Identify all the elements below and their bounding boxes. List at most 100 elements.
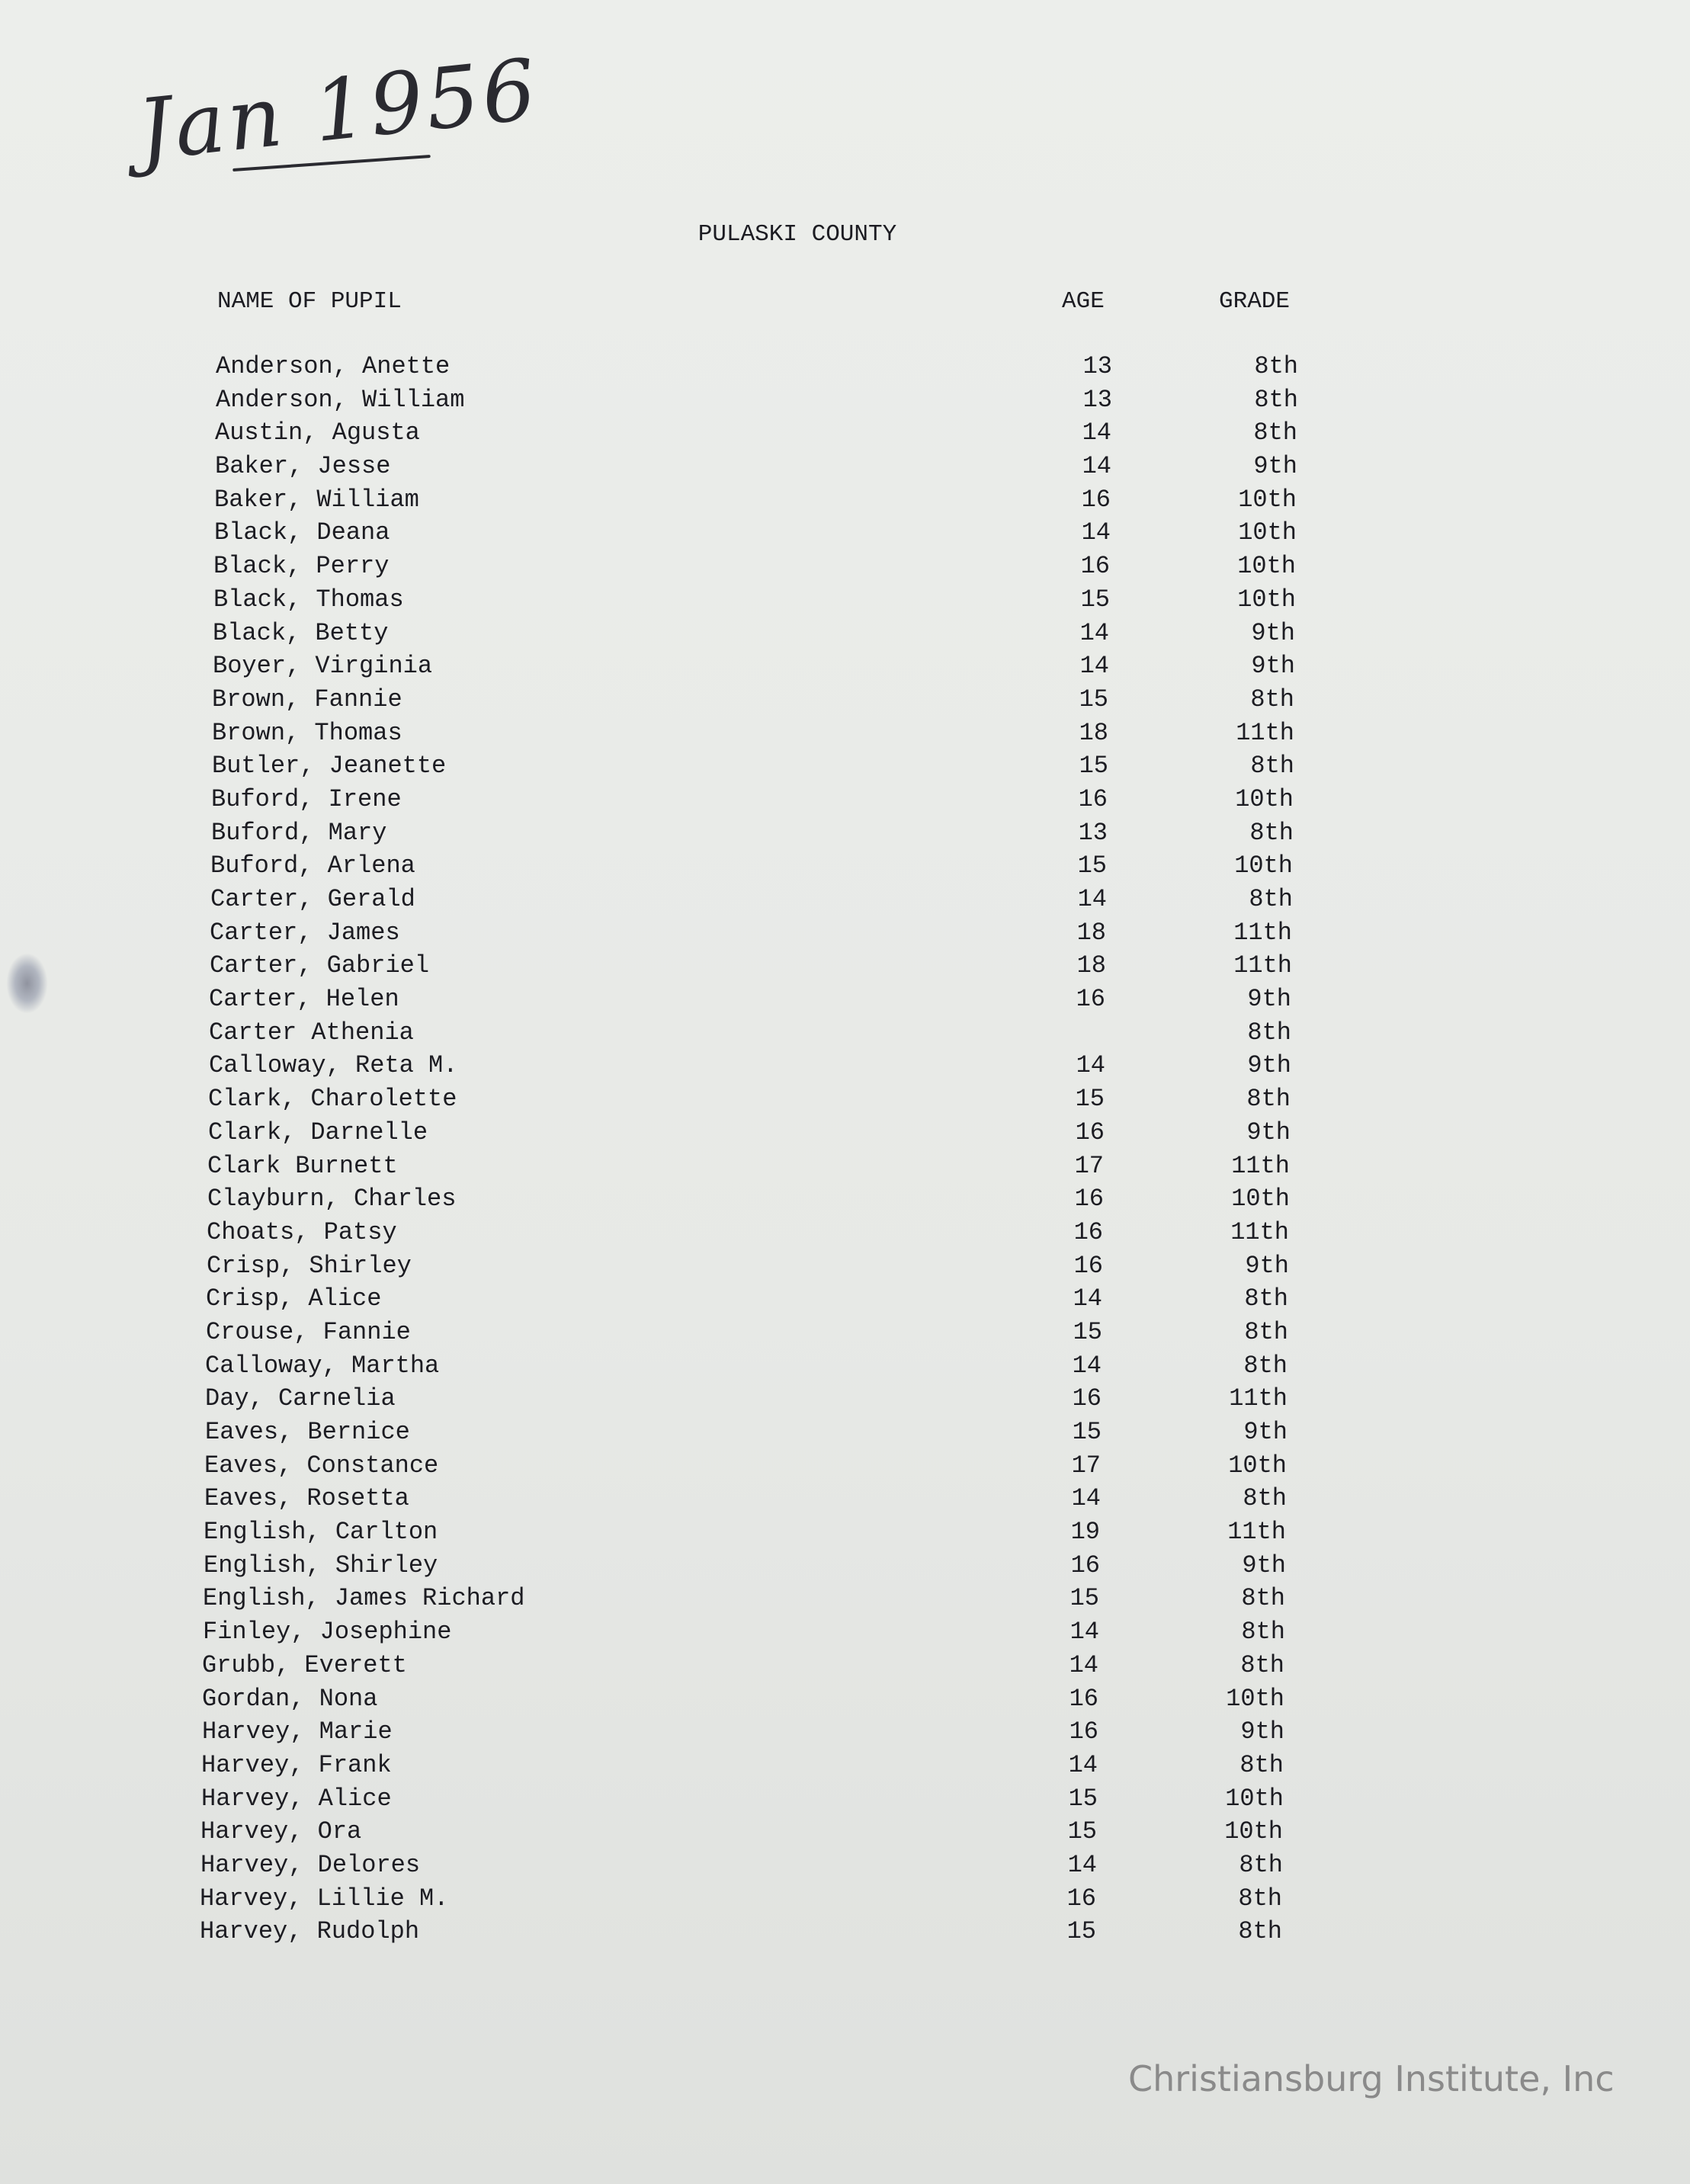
pupil-name: English, Carlton	[204, 1518, 438, 1547]
pupil-age: 16	[1074, 1185, 1104, 1214]
pupil-name: Crisp, Shirley	[207, 1251, 412, 1280]
pupil-name: Day, Carnelia	[205, 1384, 396, 1413]
table-row: Baker, William 16 10th	[0, 486, 1690, 519]
table-row: Eaves, Constance 17 10th	[0, 1451, 1690, 1485]
pupil-grade: 9th	[1246, 1118, 1291, 1147]
pupil-name: Gordan, Nona	[202, 1684, 378, 1713]
pupil-name: Clark, Charolette	[208, 1085, 457, 1114]
pupil-grade: 10th	[1237, 552, 1296, 581]
pupil-name: Butler, Jeanette	[212, 752, 447, 781]
table-row: English, Shirley 16 9th	[0, 1551, 1690, 1585]
pupil-name: Crouse, Fannie	[206, 1317, 411, 1346]
pupil-age: 14	[1069, 1650, 1098, 1679]
table-row: Gordan, Nona 16 10th	[0, 1685, 1690, 1718]
pupil-grade: 9th	[1245, 1251, 1289, 1280]
table-row: Austin, Agusta 14 8th	[0, 419, 1690, 452]
table-row: Carter, James 18 11th	[0, 919, 1690, 952]
pupil-age: 14	[1082, 419, 1111, 447]
table-row: Clark Burnett 17 11th	[0, 1152, 1690, 1185]
pupil-name: Harvey, Ora	[200, 1817, 362, 1846]
pupil-age: 13	[1082, 385, 1112, 414]
pupil-age: 14	[1076, 1051, 1105, 1080]
pupil-grade: 10th	[1231, 1185, 1290, 1214]
table-row: Day, Carnelia 16 11th	[0, 1384, 1690, 1418]
pupil-grade: 9th	[1251, 618, 1295, 647]
pupil-grade: 8th	[1244, 1284, 1288, 1313]
pupil-grade: 8th	[1244, 1317, 1288, 1346]
pupil-age: 13	[1082, 352, 1112, 380]
pupil-grade: 8th	[1246, 1085, 1291, 1114]
watermark: Christiansburg Institute, Inc	[1128, 2058, 1615, 2099]
pupil-grade: 11th	[1233, 951, 1292, 980]
table-row: Anderson, Anette 13 8th	[0, 352, 1690, 386]
pupil-age: 15	[1068, 1784, 1098, 1813]
pupil-name: Baker, Jesse	[215, 452, 391, 481]
table-row: Clayburn, Charles 16 10th	[0, 1185, 1690, 1218]
pupil-age: 14	[1068, 1750, 1098, 1779]
pupil-name: Baker, William	[214, 485, 419, 514]
pupil-grade: 10th	[1238, 518, 1297, 547]
pupil-grade: 9th	[1247, 1051, 1291, 1080]
pupil-grade: 8th	[1249, 885, 1293, 913]
pupil-name: Harvey, Alice	[201, 1784, 392, 1813]
pupil-grade: 8th	[1239, 1850, 1283, 1879]
pupil-name: Calloway, Martha	[205, 1351, 440, 1380]
pupil-name: English, James Richard	[203, 1584, 525, 1613]
pupil-list: Anderson, Anette 13 8th Anderson, William 13…	[0, 352, 1690, 1951]
table-row: Black, Deana 14 10th	[0, 518, 1690, 552]
table-row: English, Carlton 19 11th	[0, 1518, 1690, 1551]
table-row: Choats, Patsy 16 11th	[0, 1218, 1690, 1252]
pupil-grade: 8th	[1254, 352, 1298, 380]
table-row: Harvey, Ora 15 10th	[0, 1817, 1690, 1851]
pupil-name: Eaves, Constance	[204, 1451, 439, 1480]
pupil-age: 15	[1066, 1917, 1096, 1946]
pupil-age: 16	[1080, 552, 1110, 581]
column-header-name: NAME OF PUPIL	[217, 288, 402, 315]
table-row: Clark, Charolette 15 8th	[0, 1085, 1690, 1118]
pupil-grade: 8th	[1250, 685, 1294, 714]
pupil-age: 18	[1076, 951, 1106, 980]
pupil-grade: 8th	[1238, 1884, 1282, 1913]
pupil-grade: 11th	[1227, 1518, 1286, 1547]
pupil-age: 15	[1080, 585, 1110, 614]
pupil-name: Harvey, Marie	[202, 1717, 393, 1746]
pupil-name: Calloway, Reta M.	[209, 1051, 458, 1080]
table-row: Butler, Jeanette 15 8th	[0, 752, 1690, 785]
pupil-age: 16	[1069, 1717, 1098, 1746]
pupil-name: Carter, Helen	[209, 985, 399, 1014]
ink-smudge	[6, 953, 48, 1014]
pupil-name: Eaves, Bernice	[205, 1418, 410, 1446]
pupil-name: Carter Athenia	[209, 1018, 414, 1047]
pupil-grade: 8th	[1243, 1351, 1288, 1380]
pupil-name: Clark Burnett	[207, 1151, 398, 1180]
pupil-age: 14	[1067, 1850, 1097, 1879]
pupil-grade: 10th	[1226, 1684, 1284, 1713]
pupil-name: Black, Perry	[213, 552, 390, 581]
table-row: Clark, Darnelle 16 9th	[0, 1118, 1690, 1152]
pupil-age: 15	[1073, 1317, 1102, 1346]
pupil-grade: 8th	[1249, 818, 1294, 847]
pupil-age: 14	[1082, 452, 1111, 481]
pupil-age: 16	[1081, 485, 1111, 514]
pupil-grade: 8th	[1240, 1650, 1284, 1679]
pupil-grade: 10th	[1228, 1451, 1287, 1480]
pupil-age: 15	[1067, 1817, 1097, 1846]
table-row: Harvey, Delores 14 8th	[0, 1851, 1690, 1884]
pupil-grade: 8th	[1241, 1584, 1285, 1613]
table-row: Crouse, Fannie 15 8th	[0, 1318, 1690, 1352]
pupil-age: 16	[1066, 1884, 1096, 1913]
table-row: Crisp, Shirley 16 9th	[0, 1252, 1690, 1285]
pupil-age: 16	[1072, 1384, 1102, 1413]
pupil-age: 16	[1069, 1684, 1098, 1713]
table-row: Buford, Irene 16 10th	[0, 785, 1690, 819]
pupil-name: English, Shirley	[204, 1551, 438, 1579]
pupil-name: Harvey, Rudolph	[200, 1917, 420, 1946]
table-row: Calloway, Reta M. 14 9th	[0, 1051, 1690, 1085]
pupil-age: 15	[1079, 685, 1108, 714]
pupil-age: 14	[1077, 885, 1107, 913]
pupil-grade: 10th	[1225, 1784, 1284, 1813]
pupil-age: 15	[1077, 851, 1107, 880]
pupil-grade: 9th	[1240, 1717, 1284, 1746]
pupil-grade: 11th	[1236, 718, 1294, 747]
pupil-grade: 10th	[1224, 1817, 1283, 1846]
